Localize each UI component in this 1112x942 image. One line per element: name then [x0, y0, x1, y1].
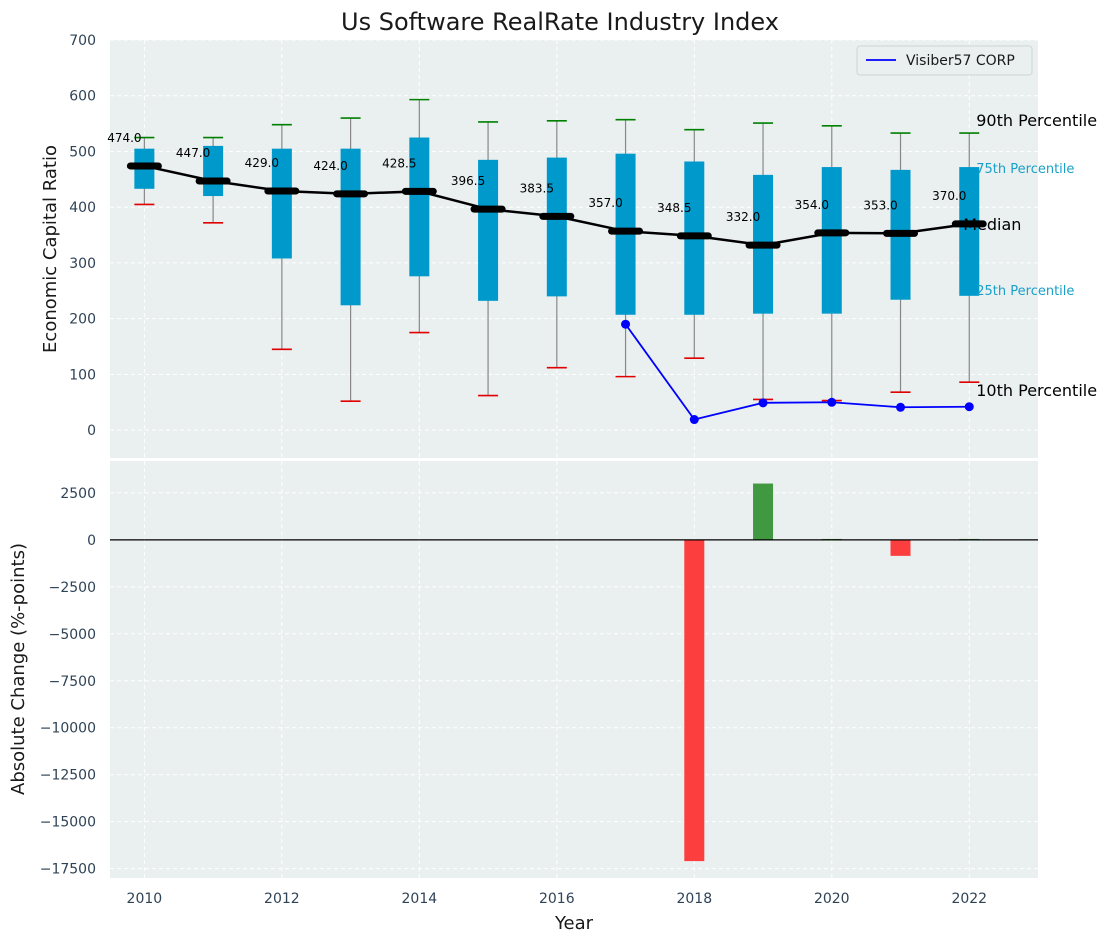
top-gridlines — [110, 39, 1038, 458]
median-value-label: 474.0 — [107, 131, 141, 145]
iqr-box — [821, 167, 842, 314]
bottom-y-tick-label: −5000 — [49, 627, 96, 643]
legend: Visiber57 CORP — [856, 45, 1033, 76]
top-panel: 0 100 200 300 400 500 600 700 474.0 447.0 429.0 42… — [40, 33, 1097, 458]
top-plot-background — [110, 40, 1038, 458]
median-value-label: 370.0 — [932, 189, 966, 203]
median-value-label: 357.0 — [588, 196, 622, 210]
p90-annotation: 90th Percentile — [976, 111, 1097, 130]
iqr-box — [271, 148, 292, 259]
median-value-label: 429.0 — [245, 156, 279, 170]
bottom-y-tick-label: −10000 — [40, 721, 96, 737]
bottom-y-tick-label: 2500 — [60, 486, 96, 502]
bottom-plot-background — [110, 461, 1038, 878]
bottom-y-tick-label: −17500 — [40, 862, 96, 878]
x-tick-label: 2014 — [402, 891, 438, 907]
top-y-tick-label: 400 — [69, 200, 96, 216]
median-value-label: 354.0 — [795, 198, 829, 212]
top-y-tick-labels: 0 100 200 300 400 500 600 700 — [69, 33, 96, 439]
company-point — [896, 402, 906, 412]
bottom-y-tick-label: −12500 — [40, 768, 96, 784]
change-bar — [684, 539, 705, 862]
median-value-label: 396.5 — [451, 174, 485, 188]
bottom-y-tick-label: 0 — [87, 533, 96, 549]
x-tick-label: 2018 — [676, 891, 712, 907]
iqr-box — [546, 157, 567, 297]
median-value-labels: 474.0 447.0 429.0 424.0 428.5 396.5 383.5 357.0… — [107, 131, 966, 224]
legend-box — [856, 45, 1033, 76]
change-bars — [684, 483, 980, 862]
iqr-box — [959, 167, 980, 296]
x-axis-title: Year — [554, 913, 594, 934]
x-tick-label: 2016 — [539, 891, 575, 907]
change-bar — [753, 483, 774, 540]
bottom-y-tick-label: −2500 — [49, 580, 96, 596]
median-value-label: 348.5 — [657, 201, 691, 215]
company-points — [621, 319, 974, 425]
chart-title: Us Software RealRate Industry Index — [341, 8, 779, 36]
x-tick-label: 2012 — [264, 891, 300, 907]
median-markers — [126, 162, 987, 249]
top-y-tick-label: 600 — [69, 89, 96, 105]
p75-annotation: 75th Percentile — [976, 162, 1074, 177]
change-bar — [890, 539, 911, 556]
top-y-tick-label: 700 — [69, 33, 96, 49]
bottom-y-tick-label: −15000 — [40, 815, 96, 831]
iqr-box — [340, 148, 361, 306]
median-value-label: 447.0 — [176, 146, 210, 160]
median-value-label: 332.0 — [726, 210, 760, 224]
bottom-y-axis-title: Absolute Change (%-points) — [8, 543, 29, 795]
company-line — [624, 323, 970, 421]
top-y-axis-title: Economic Capital Ratio — [40, 145, 61, 353]
iqr-box — [409, 137, 430, 277]
median-value-label: 383.5 — [520, 181, 554, 195]
bottom-y-tick-label: −7500 — [49, 674, 96, 690]
median-value-label: 424.0 — [313, 159, 347, 173]
legend-label: Visiber57 CORP — [906, 53, 1015, 69]
bottom-panel: 2500 0 −2500 −5000 −7500 −10000 −12500 −15000 −1… — [8, 461, 1038, 934]
bottom-y-tick-labels: 2500 0 −2500 −5000 −7500 −10000 −12500 −15000 −1… — [40, 486, 96, 878]
top-y-tick-label: 100 — [69, 367, 96, 383]
company-point — [964, 402, 974, 412]
median-annotation: Median — [963, 215, 1021, 234]
p10-annotation: 10th Percentile — [976, 381, 1097, 400]
company-point — [621, 319, 631, 329]
top-y-tick-label: 0 — [87, 423, 96, 439]
company-point — [689, 415, 699, 425]
x-tick-label: 2022 — [951, 891, 987, 907]
median-value-label: 428.5 — [382, 156, 416, 170]
top-y-tick-label: 200 — [69, 312, 96, 328]
top-y-tick-label: 300 — [69, 256, 96, 272]
x-tick-label: 2010 — [127, 891, 163, 907]
percentile-annotations: 90th Percentile 75th Percentile Median 25th… — [963, 111, 1097, 400]
x-tick-labels: 2010 2012 2014 2016 2018 2020 2022 — [127, 891, 988, 907]
median-value-label: 353.0 — [863, 198, 897, 212]
company-point — [827, 397, 837, 407]
p25-annotation: 25th Percentile — [976, 284, 1074, 299]
company-point — [758, 398, 768, 408]
top-y-tick-label: 500 — [69, 144, 96, 160]
x-tick-label: 2020 — [814, 891, 850, 907]
iqr-box — [478, 159, 499, 301]
